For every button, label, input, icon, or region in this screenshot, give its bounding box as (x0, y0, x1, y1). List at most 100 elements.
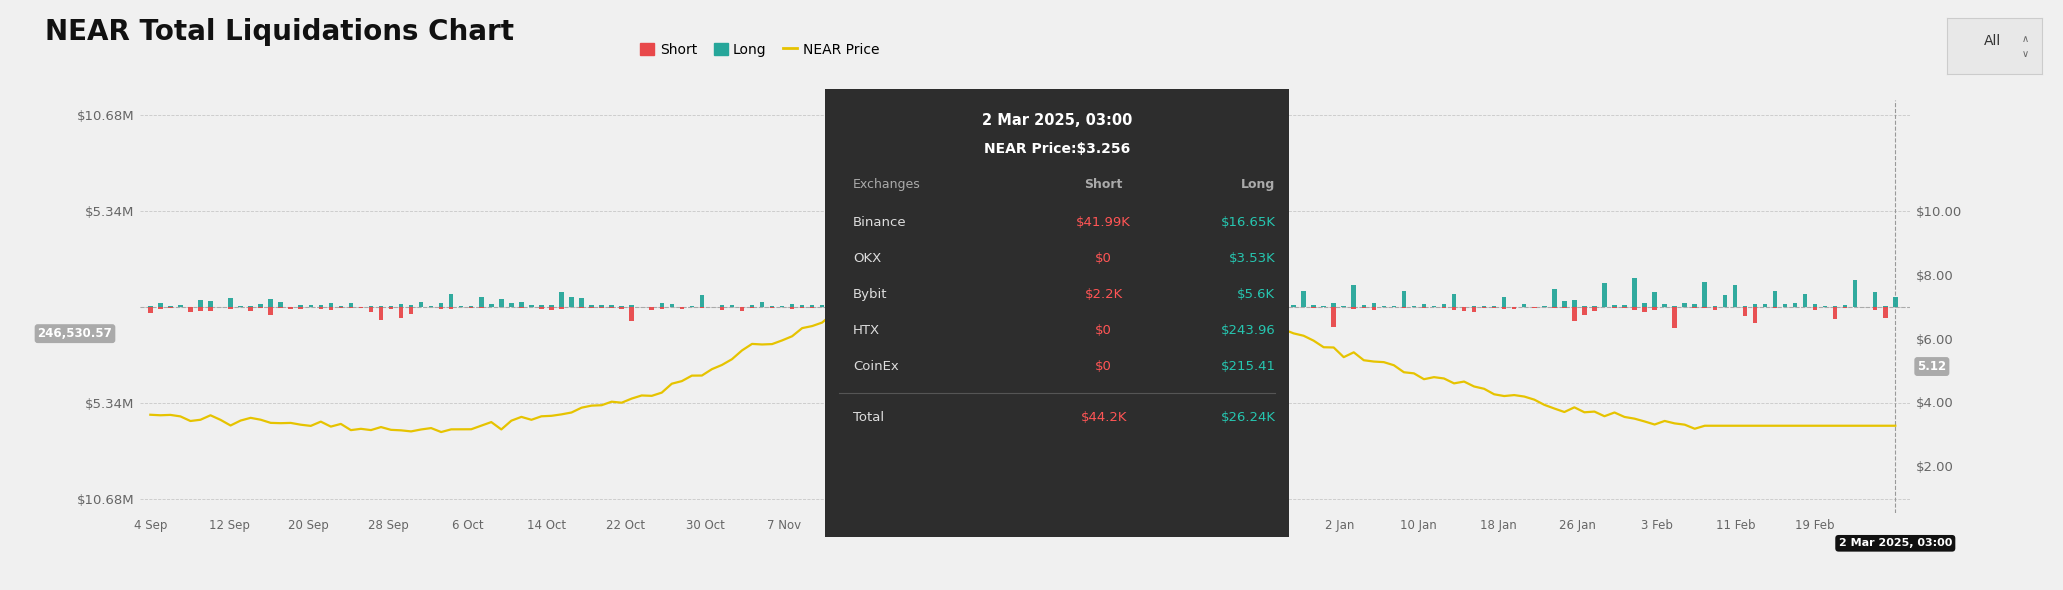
Bar (749, 304, 755, 307)
Bar (580, 298, 584, 307)
Bar (951, 304, 955, 307)
Bar (1481, 306, 1485, 307)
Bar (629, 307, 633, 321)
Text: $243.96: $243.96 (1221, 324, 1275, 337)
Bar (720, 305, 724, 307)
Text: $0: $0 (1095, 252, 1112, 265)
Bar (1593, 307, 1597, 311)
Bar (1362, 307, 1366, 308)
Bar (609, 307, 615, 308)
Bar (1120, 291, 1124, 307)
Bar (569, 297, 574, 307)
Bar (1754, 304, 1758, 307)
Text: $0: $0 (1095, 360, 1112, 373)
Text: $2.2K: $2.2K (1085, 288, 1122, 301)
Bar (1702, 281, 1706, 307)
Text: NEAR Price:$3.256: NEAR Price:$3.256 (984, 142, 1131, 156)
Bar (229, 307, 233, 310)
Text: HTX: HTX (854, 324, 881, 337)
Bar (1372, 303, 1376, 307)
Bar (359, 307, 363, 308)
Bar (388, 307, 394, 309)
Bar (349, 307, 353, 308)
Bar (720, 307, 724, 310)
Bar (1172, 307, 1176, 309)
Legend: Short, Long, NEAR Price: Short, Long, NEAR Price (635, 37, 885, 62)
Bar (1613, 305, 1617, 307)
Bar (188, 307, 192, 312)
Bar (790, 304, 794, 307)
Bar (1642, 307, 1646, 312)
Bar (1242, 307, 1246, 308)
Bar (829, 298, 836, 307)
Text: 246,530.57: 246,530.57 (37, 327, 111, 340)
Bar (899, 307, 906, 310)
Bar (1452, 307, 1456, 310)
Bar (268, 307, 272, 314)
Bar (881, 301, 885, 307)
Bar (289, 307, 293, 309)
Bar (1593, 306, 1597, 307)
Bar (1161, 307, 1166, 309)
Bar (1372, 307, 1376, 310)
Bar (980, 305, 984, 307)
Bar (1281, 306, 1285, 307)
Bar (590, 306, 594, 307)
Text: 2 Mar 2025, 03:00: 2 Mar 2025, 03:00 (1838, 538, 1952, 548)
Text: Binance: Binance (854, 217, 906, 230)
Bar (167, 307, 173, 308)
Bar (660, 307, 664, 310)
Bar (1131, 307, 1135, 319)
Bar (159, 303, 163, 307)
Bar (1772, 307, 1776, 308)
Text: Long: Long (1242, 178, 1275, 191)
Bar (1884, 307, 1888, 317)
Bar (1803, 294, 1807, 307)
Bar (1492, 307, 1496, 308)
Bar (1180, 304, 1186, 307)
Bar (1382, 306, 1386, 307)
Bar (1302, 291, 1306, 307)
Bar (328, 307, 332, 310)
Bar (520, 302, 524, 307)
Bar (1884, 306, 1888, 307)
Bar (1754, 307, 1758, 323)
Text: $5.6K: $5.6K (1238, 288, 1275, 301)
Bar (899, 299, 906, 307)
Bar (941, 304, 945, 307)
Bar (279, 301, 283, 307)
Text: Bybit: Bybit (854, 288, 887, 301)
Bar (1001, 307, 1005, 309)
Bar (1502, 297, 1506, 307)
Text: CoinEx: CoinEx (854, 360, 899, 373)
Text: 2 Mar 2025, 03:00: 2 Mar 2025, 03:00 (982, 113, 1133, 128)
Bar (429, 306, 433, 307)
Bar (930, 293, 935, 307)
Bar (1692, 304, 1698, 307)
Bar (1541, 306, 1547, 307)
Bar (1091, 307, 1095, 309)
Bar (398, 304, 402, 307)
Bar (1673, 307, 1677, 329)
Bar (759, 303, 763, 307)
Bar (538, 305, 545, 307)
Bar (1401, 291, 1407, 307)
Bar (248, 307, 254, 311)
Bar (439, 303, 444, 307)
Bar (1452, 294, 1456, 307)
Bar (650, 307, 654, 310)
Text: $0: $0 (1095, 324, 1112, 337)
Bar (1291, 306, 1296, 307)
Bar (408, 307, 413, 314)
Bar (167, 306, 173, 307)
Bar (1622, 307, 1628, 308)
Text: ∨: ∨ (2022, 49, 2028, 59)
Text: Coinglass: Coinglass (976, 430, 1075, 448)
Bar (1040, 306, 1046, 307)
Bar (1260, 307, 1267, 309)
Bar (910, 307, 914, 309)
Bar (660, 303, 664, 307)
Text: 5.12: 5.12 (1917, 360, 1945, 373)
Bar (1201, 307, 1205, 323)
Bar (1102, 278, 1106, 307)
